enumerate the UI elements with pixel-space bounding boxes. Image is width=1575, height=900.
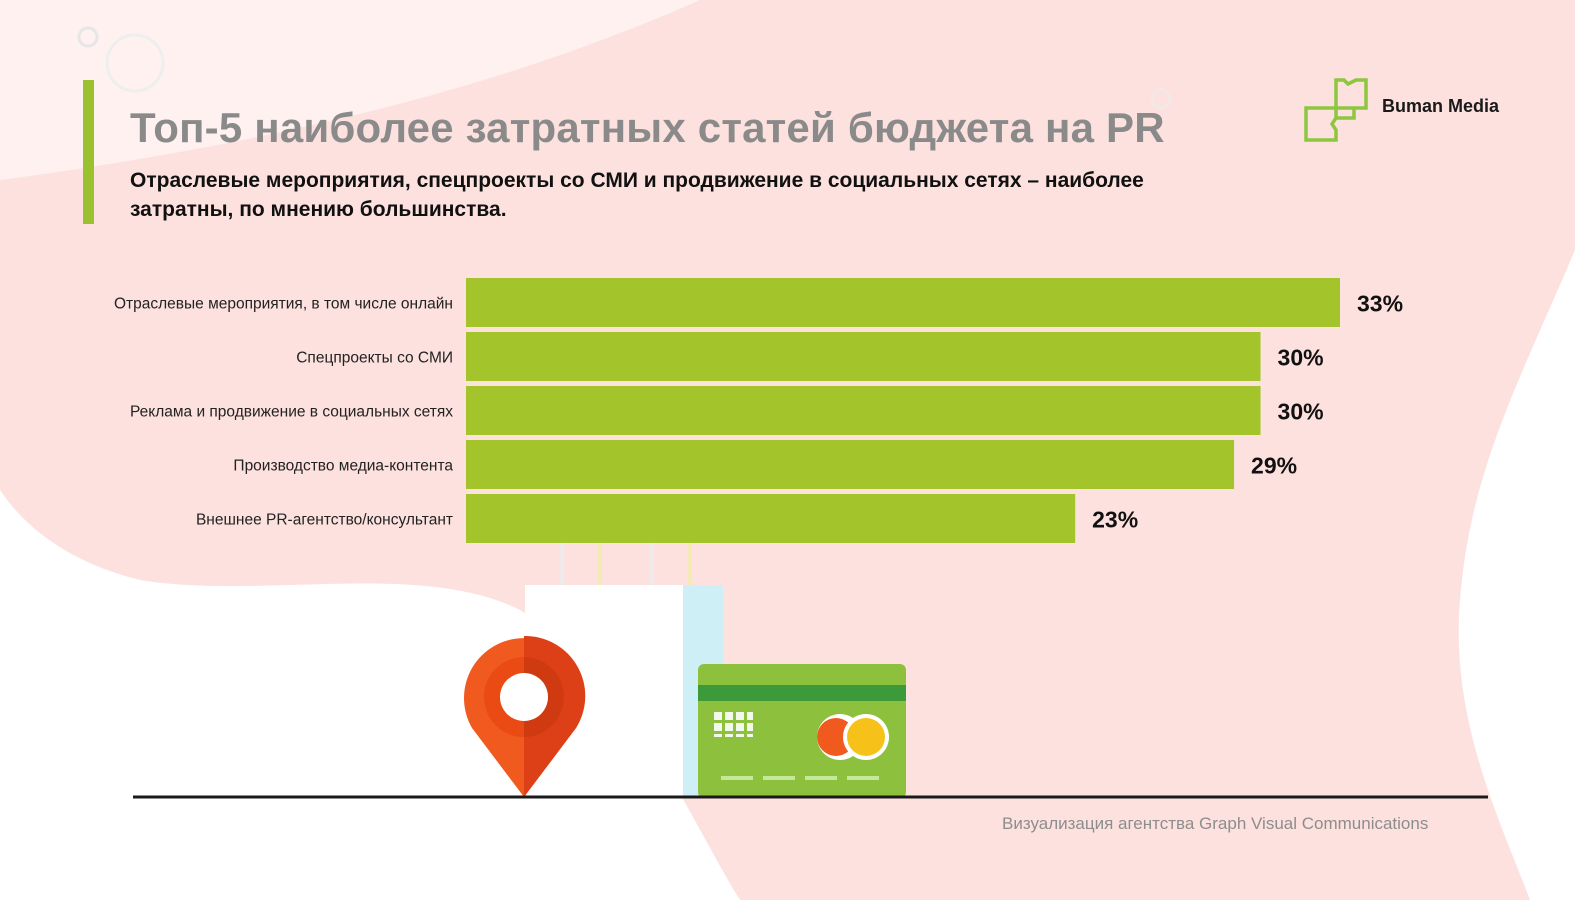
- category-label-1: Отраслевые мероприятия, в том числе онла…: [114, 296, 453, 313]
- value-label-4: 29%: [1251, 453, 1297, 479]
- background-fade: [0, 0, 700, 180]
- category-label-2: Спецпроекты со СМИ: [296, 350, 453, 367]
- title-accent-bar: [83, 80, 94, 224]
- location-pin-icon: [464, 635, 586, 797]
- decor-circle-large: [105, 33, 165, 93]
- decor-circle-small: [77, 26, 99, 48]
- footer-credit: Визуализация агентства Graph Visual Comm…: [1002, 814, 1429, 833]
- bar-5: [466, 494, 1076, 543]
- page-subtitle: Отраслевые мероприятия, спецпроекты со С…: [130, 169, 1144, 221]
- bar-4: [466, 440, 1235, 489]
- credit-card-icon: [698, 664, 906, 798]
- category-label-5: Внешнее PR-агентство/консультант: [196, 512, 453, 529]
- bar-2: [466, 332, 1261, 381]
- category-label-3: Реклама и продвижение в социальных сетях: [130, 404, 453, 421]
- page-title: Топ-5 наиболее затратных статей бюджета …: [130, 104, 1165, 151]
- logo-text: Buman Media: [1382, 96, 1500, 116]
- value-label-3: 30%: [1278, 399, 1324, 425]
- value-label-5: 23%: [1092, 507, 1138, 533]
- bar-3: [466, 386, 1261, 435]
- value-label-2: 30%: [1278, 345, 1324, 371]
- buman-media-logo-icon: [1304, 78, 1368, 142]
- bar-1: [466, 278, 1340, 327]
- decor-circle-right: [1150, 88, 1172, 110]
- value-label-1: 33%: [1357, 291, 1403, 317]
- category-label-4: Производство медиа-контента: [233, 458, 453, 475]
